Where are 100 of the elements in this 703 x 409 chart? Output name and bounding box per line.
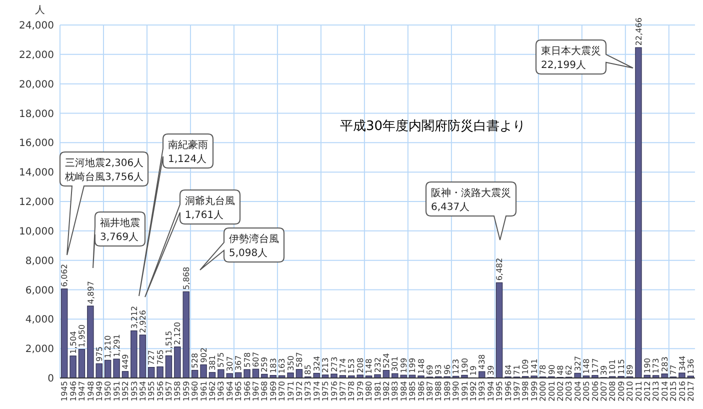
x-tick-label: 1997 (512, 381, 522, 402)
data-label: 77 (669, 364, 678, 375)
data-label: 1,950 (78, 324, 87, 348)
data-label: 524 (382, 353, 391, 368)
data-label: 4,897 (86, 281, 96, 304)
x-tick-label: 1981 (373, 381, 382, 402)
data-label: 48 (556, 365, 565, 376)
data-label: 273 (330, 356, 339, 372)
data-label: 101 (608, 359, 618, 375)
data-label: 96 (442, 364, 452, 375)
y-tick-label: 0 (48, 374, 54, 384)
data-label: 136 (686, 358, 696, 374)
data-label: 90 (547, 364, 556, 375)
data-label: 2,926 (138, 310, 148, 333)
x-tick-label: 1998 (521, 381, 530, 402)
data-label: 85 (304, 364, 313, 375)
data-label: 71 (512, 364, 522, 375)
x-tick-label: 2015 (669, 381, 678, 402)
x-tick-label: 1996 (504, 381, 513, 402)
data-label: 578 (242, 352, 252, 368)
x-tick-label: 1958 (173, 381, 182, 402)
x-tick-label: 1960 (190, 381, 200, 402)
data-label: 78 (538, 364, 548, 375)
y-tick-label: 4,000 (25, 314, 54, 326)
data-label: 190 (460, 358, 470, 374)
annotation: 東日本大震災22,199人 (541, 45, 601, 71)
data-label: 148 (582, 358, 592, 374)
data-label: 367 (234, 355, 244, 371)
x-tick-label: 1977 (338, 381, 348, 402)
annotation: 伊勢湾台風5,098人 (229, 233, 279, 259)
data-label: 199 (408, 358, 418, 374)
x-tick-label: 1954 (138, 381, 148, 402)
x-tick-label: 1956 (156, 381, 165, 402)
x-tick-label: 1988 (434, 381, 444, 402)
data-label: 449 (121, 354, 130, 370)
data-label: 183 (268, 358, 278, 374)
x-tick-label: 1992 (468, 381, 478, 402)
x-tick-label: 2005 (582, 381, 592, 402)
x-tick-label: 1971 (286, 381, 296, 402)
x-tick-label: 1962 (208, 381, 218, 402)
data-label: 148 (416, 358, 426, 374)
x-tick-label: 2013 (652, 381, 661, 402)
data-label: 1,504 (68, 330, 78, 354)
data-label: 607 (252, 352, 261, 368)
data-label: 1,291 (112, 334, 122, 358)
data-label: 344 (678, 356, 687, 371)
data-label: 975 (94, 346, 104, 362)
x-tick-label: 2000 (538, 381, 548, 402)
x-tick-label: 1994 (486, 381, 496, 402)
data-label: 327 (573, 356, 582, 372)
x-tick-label: 1969 (268, 381, 278, 402)
x-tick-label: 1993 (478, 381, 487, 402)
x-tick-label: 1986 (416, 381, 426, 402)
x-tick-label: 2016 (678, 381, 687, 402)
x-tick-label: 1965 (234, 381, 244, 402)
data-label: 727 (147, 350, 156, 366)
data-label: 232 (373, 357, 382, 373)
x-tick-label: 1961 (199, 381, 208, 402)
data-label: 19 (468, 366, 478, 376)
y-tick-label: 12,000 (19, 197, 54, 208)
x-tick-label: 1973 (304, 381, 313, 402)
data-label: 528 (190, 352, 200, 368)
y-tick-label: 22,000 (19, 50, 54, 61)
x-tick-label: 1945 (60, 381, 70, 402)
data-label: 6,482 (495, 258, 504, 281)
annotation: 南紀豪雨1,124人 (168, 139, 208, 165)
x-tick-label: 1968 (260, 381, 270, 402)
data-label: 1,515 (164, 330, 174, 354)
x-tick-label: 1963 (216, 381, 226, 402)
y-tick-label: 10,000 (19, 226, 54, 238)
x-tick-label: 1991 (460, 381, 470, 402)
x-tick-label: 2014 (660, 381, 670, 402)
annotation: 三河地震2,306人枕崎台風3,756人 (64, 157, 144, 183)
data-label: 307 (225, 356, 234, 372)
x-tick-label: 1951 (112, 381, 122, 402)
x-tick-label: 1978 (347, 381, 356, 402)
x-tick-label: 1948 (86, 381, 96, 402)
data-label: 62 (564, 364, 574, 376)
x-tick-label: 1957 (164, 381, 174, 402)
x-tick-label: 2010 (626, 381, 635, 402)
data-label: 153 (347, 358, 356, 374)
data-label: 5,868 (182, 266, 191, 290)
x-tick-label: 1972 (295, 381, 304, 402)
data-label: 199 (399, 358, 408, 374)
data-label: 1,210 (104, 335, 113, 358)
data-label: 6,062 (60, 264, 70, 287)
x-tick-label: 2003 (564, 381, 574, 402)
data-label: 39 (486, 365, 496, 376)
x-tick-label: 1970 (278, 381, 287, 402)
x-tick-label: 1982 (382, 381, 391, 402)
data-label: 109 (521, 359, 530, 374)
x-tick-label: 2012 (642, 381, 652, 402)
x-tick-label: 1975 (321, 381, 330, 402)
x-tick-label: 1952 (121, 381, 130, 402)
data-label: 765 (156, 349, 165, 365)
y-tick-label: 20,000 (19, 79, 54, 90)
x-tick-label: 2007 (599, 381, 608, 402)
x-tick-label: 1949 (94, 381, 104, 402)
x-tick-label: 1953 (130, 381, 139, 402)
x-tick-label: 1980 (364, 381, 374, 402)
